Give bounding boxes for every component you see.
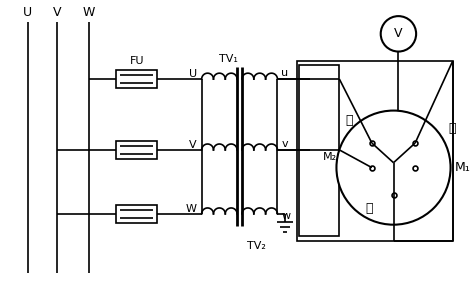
Circle shape bbox=[336, 110, 451, 225]
Circle shape bbox=[381, 16, 416, 52]
Text: v: v bbox=[281, 139, 288, 149]
Bar bbox=[299, 65, 340, 235]
Text: V: V bbox=[53, 6, 61, 19]
Text: W: W bbox=[82, 6, 95, 19]
Text: TV₁: TV₁ bbox=[219, 55, 238, 64]
Bar bbox=[116, 70, 157, 88]
Bar bbox=[116, 141, 157, 159]
Text: W: W bbox=[186, 204, 197, 214]
Text: U: U bbox=[23, 6, 32, 19]
Text: 红: 红 bbox=[448, 122, 456, 135]
Text: V: V bbox=[394, 27, 403, 40]
Text: M₂: M₂ bbox=[323, 152, 337, 162]
Text: FU: FU bbox=[130, 56, 144, 66]
Bar bbox=[297, 61, 453, 241]
Text: TV₂: TV₂ bbox=[247, 241, 266, 251]
Text: V: V bbox=[189, 140, 197, 150]
Text: 黄: 黄 bbox=[346, 114, 353, 127]
Text: U: U bbox=[188, 69, 197, 79]
Text: u: u bbox=[281, 68, 288, 78]
Text: M₁: M₁ bbox=[455, 161, 470, 174]
Text: 绿: 绿 bbox=[365, 202, 373, 215]
Bar bbox=[116, 205, 157, 223]
Text: w: w bbox=[281, 211, 291, 221]
